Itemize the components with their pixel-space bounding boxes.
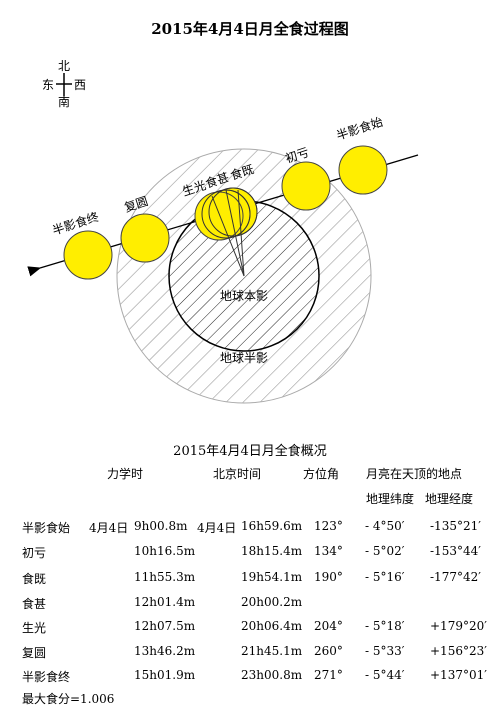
row-bj: 20h06.4m xyxy=(241,619,303,633)
row-lon: -177°42′ xyxy=(430,570,481,584)
compass-north: 北 xyxy=(58,59,70,73)
row-pa: 204° xyxy=(314,619,343,633)
header-dynamical-time: 力学时 xyxy=(107,467,144,481)
label-greatest: 食甚 xyxy=(203,169,230,191)
row-td: 15h01.9m xyxy=(134,668,196,682)
row-td: 9h00.8m xyxy=(134,519,188,533)
compass-south: 南 xyxy=(58,94,70,109)
row-bj-date: 4月4日 xyxy=(197,521,237,535)
header-beijing-time: 北京时间 xyxy=(213,467,262,481)
label-penumbra: 地球半影 xyxy=(220,351,268,365)
moon-umbra-begin xyxy=(281,161,331,211)
row-lon: +156°23′ xyxy=(430,644,487,658)
row-bj: 16h59.6m xyxy=(241,519,303,533)
label-penumbra-begin: 半影食始 xyxy=(334,114,384,143)
row-lat: - 5°44′ xyxy=(365,668,405,682)
row-bj: 19h54.1m xyxy=(241,570,303,584)
table-title: 2015年4月4日月全食概况 xyxy=(173,444,327,459)
row-bj: 20h00.2m xyxy=(241,595,303,609)
header-longitude: 地理经度 xyxy=(425,492,474,506)
row-lat: - 5°18′ xyxy=(365,619,405,633)
row-phase: 食甚 xyxy=(22,597,47,611)
moon-penumbra-begin xyxy=(338,145,388,195)
header-latitude: 地理纬度 xyxy=(366,492,415,506)
row-pa: 190° xyxy=(314,570,343,584)
label-umbra: 地球本影 xyxy=(220,289,268,303)
compass-east: 东 xyxy=(42,78,54,92)
row-pa: 271° xyxy=(314,668,343,682)
row-phase: 复圆 xyxy=(22,646,47,660)
header-zenith-location: 月亮在天顶的地点 xyxy=(366,467,463,481)
compass: 北 南 东 西 xyxy=(42,59,86,109)
row-pa: 134° xyxy=(314,544,343,558)
row-bj: 21h45.1m xyxy=(241,644,303,658)
row-phase: 食既 xyxy=(22,572,47,586)
row-td-date: 4月4日 xyxy=(89,521,129,535)
row-lat: - 4°50′ xyxy=(365,519,405,533)
compass-west: 西 xyxy=(74,78,86,92)
row-lon: -153°44′ xyxy=(430,544,481,558)
row-td: 12h07.5m xyxy=(134,619,196,633)
row-lon: +137°01′ xyxy=(430,668,487,682)
row-td: 13h46.2m xyxy=(134,644,196,658)
row-bj: 18h15.4m xyxy=(241,544,303,558)
label-total-begin: 食既 xyxy=(228,161,255,183)
row-phase: 半影食终 xyxy=(22,670,71,684)
row-pa: 260° xyxy=(314,644,343,658)
row-phase: 初亏 xyxy=(22,546,47,560)
row-pa: 123° xyxy=(314,519,343,533)
moon-penumbra-end xyxy=(63,230,113,280)
row-lat: - 5°16′ xyxy=(365,570,405,584)
row-bj: 23h00.8m xyxy=(241,668,303,682)
row-lon: +179°20′ xyxy=(430,619,487,633)
row-td: 11h55.3m xyxy=(134,570,196,584)
moon-umbra-end xyxy=(120,213,170,263)
row-lat: - 5°02′ xyxy=(365,544,405,558)
max-magnitude: 最大食分=1.006 xyxy=(22,692,115,706)
row-phase: 半影食始 xyxy=(22,521,71,535)
eclipse-diagram: 北 南 东 西 半影食始 初亏 生光 食甚 食既 复圆 半影食终 地球本影 地球… xyxy=(27,59,419,404)
central-moons-outline xyxy=(201,187,258,277)
row-td: 10h16.5m xyxy=(134,544,196,558)
row-phase: 生光 xyxy=(22,621,47,635)
header-position-angle: 方位角 xyxy=(303,467,340,481)
row-td: 12h01.4m xyxy=(134,595,196,609)
row-lon: -135°21′ xyxy=(430,519,481,533)
page-title: 2015年4月4日月全食过程图 xyxy=(151,20,349,38)
row-lat: - 5°33′ xyxy=(365,644,405,658)
